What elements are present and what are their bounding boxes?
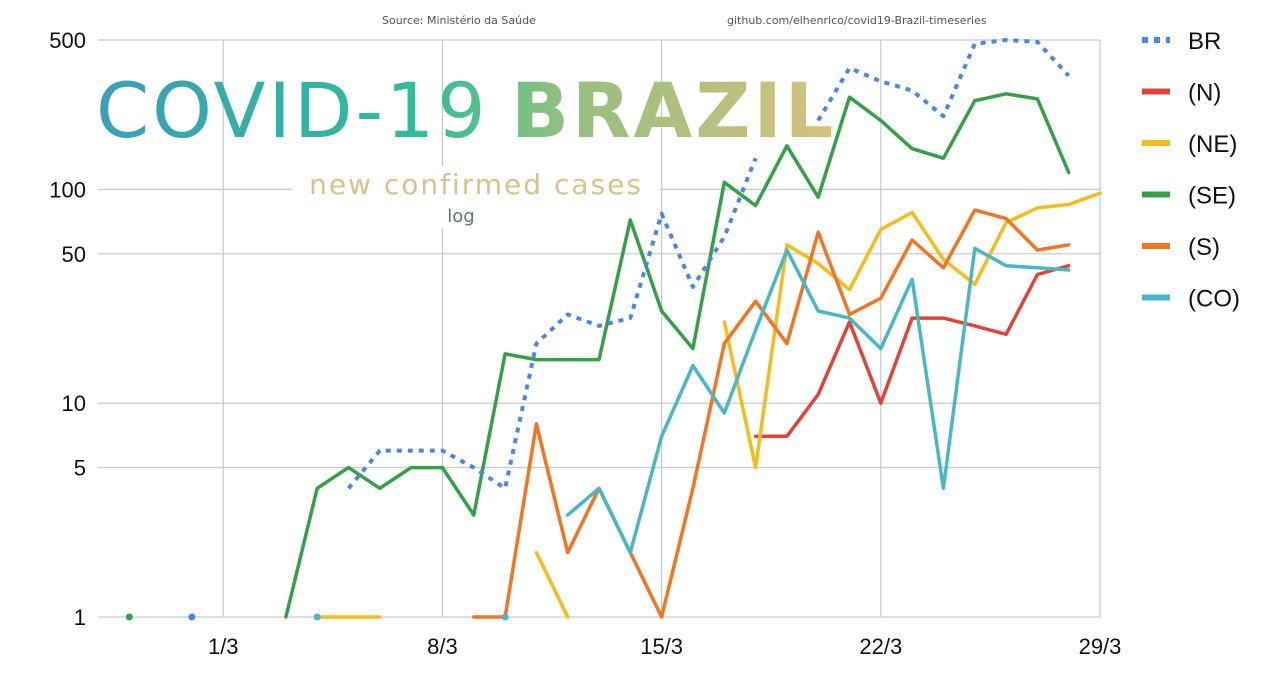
series-point xyxy=(501,613,509,621)
legend-item: (SE) xyxy=(1142,183,1236,210)
y-axis-ticks: 1 5 10 50 100 500 xyxy=(49,28,86,630)
legend-label: (S) xyxy=(1188,234,1220,261)
series-point xyxy=(188,613,196,621)
x-tick-label: 8/3 xyxy=(427,634,458,659)
legend-item: (NE) xyxy=(1142,131,1237,158)
series-line xyxy=(346,157,758,491)
legend-label: (NE) xyxy=(1188,131,1237,158)
subtitle-background xyxy=(292,166,660,206)
legend-item: BR xyxy=(1142,28,1221,55)
legend-label: (N) xyxy=(1188,80,1221,107)
legend: BR (N) (NE) (SE) (S) (CO) xyxy=(1142,28,1240,313)
series-point xyxy=(125,613,133,621)
series-ne xyxy=(315,191,1102,619)
legend-label: BR xyxy=(1188,28,1221,55)
series-line xyxy=(753,263,1071,439)
legend-label: (SE) xyxy=(1188,183,1236,210)
y-tick-label: 50 xyxy=(62,242,86,267)
series-lines xyxy=(125,38,1102,621)
series-line xyxy=(722,191,1102,470)
series-point xyxy=(313,613,321,621)
source-label: Source: Ministério da Saúde xyxy=(382,14,536,27)
series-line xyxy=(472,208,1071,619)
y-tick-label: 1 xyxy=(74,605,86,630)
x-tick-label: 29/3 xyxy=(1079,634,1122,659)
series-se xyxy=(125,92,1071,621)
x-tick-label: 1/3 xyxy=(208,634,239,659)
series-br xyxy=(188,38,1071,621)
svg-text:COVID-19 BRAZIL: COVID-19 BRAZIL xyxy=(96,66,836,155)
chart-title: COVID-19 BRAZIL new confirmed cases log xyxy=(96,66,836,228)
series-co xyxy=(313,246,1071,621)
series-line xyxy=(565,246,1071,555)
series-n xyxy=(753,263,1071,439)
series-line xyxy=(816,38,1071,122)
scale-background xyxy=(440,204,482,228)
series-line xyxy=(284,92,1071,619)
scale-label: log xyxy=(447,206,474,227)
chart-subtitle: new confirmed cases xyxy=(309,168,643,201)
legend-label: (CO) xyxy=(1188,286,1240,313)
legend-item: (CO) xyxy=(1142,286,1240,313)
y-tick-label: 100 xyxy=(49,177,86,202)
series-s xyxy=(472,208,1071,619)
y-tick-label: 500 xyxy=(49,28,86,53)
title-part1: COVID-19 xyxy=(96,66,489,155)
repo-label: github.com/elhenrico/covid19-Brazil-time… xyxy=(727,14,987,27)
y-tick-label: 5 xyxy=(74,456,86,481)
x-tick-label: 15/3 xyxy=(640,634,683,659)
y-tick-label: 10 xyxy=(62,391,86,416)
legend-item: (S) xyxy=(1142,234,1220,261)
title-part2: BRAZIL xyxy=(511,66,836,155)
x-axis-ticks: 1/3 8/3 15/3 22/3 29/3 xyxy=(208,634,1121,659)
legend-item: (N) xyxy=(1142,80,1221,107)
x-tick-label: 22/3 xyxy=(859,634,902,659)
series-line xyxy=(534,550,570,619)
